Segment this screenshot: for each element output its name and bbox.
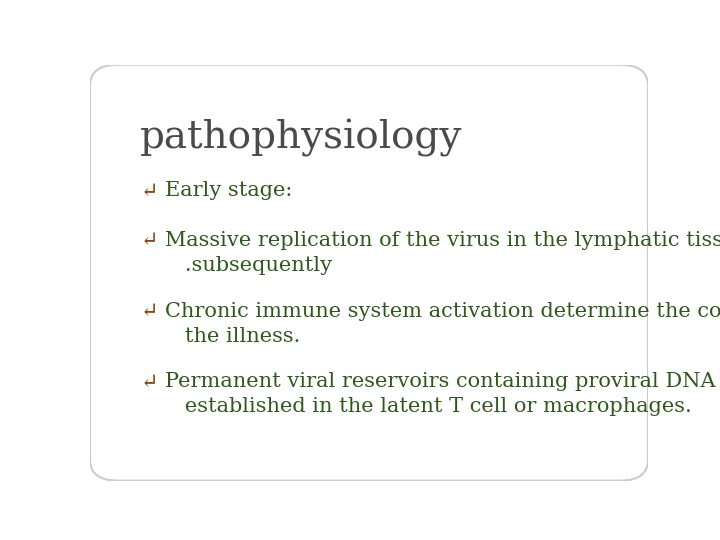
Text: ↵: ↵ — [140, 181, 158, 200]
Text: ↵: ↵ — [140, 302, 158, 321]
FancyBboxPatch shape — [90, 65, 648, 481]
Text: Early stage:: Early stage: — [166, 181, 293, 200]
Text: Permanent viral reservoirs containing proviral DNA are
   established in the lat: Permanent viral reservoirs containing pr… — [166, 373, 720, 416]
Text: pathophysiology: pathophysiology — [140, 119, 462, 157]
Text: ↵: ↵ — [140, 231, 158, 250]
Text: Chronic immune system activation determine the course of
   the illness.: Chronic immune system activation determi… — [166, 302, 720, 346]
Text: Massive replication of the virus in the lymphatic tissues
   .subsequently: Massive replication of the virus in the … — [166, 231, 720, 275]
Text: ↵: ↵ — [140, 373, 158, 392]
